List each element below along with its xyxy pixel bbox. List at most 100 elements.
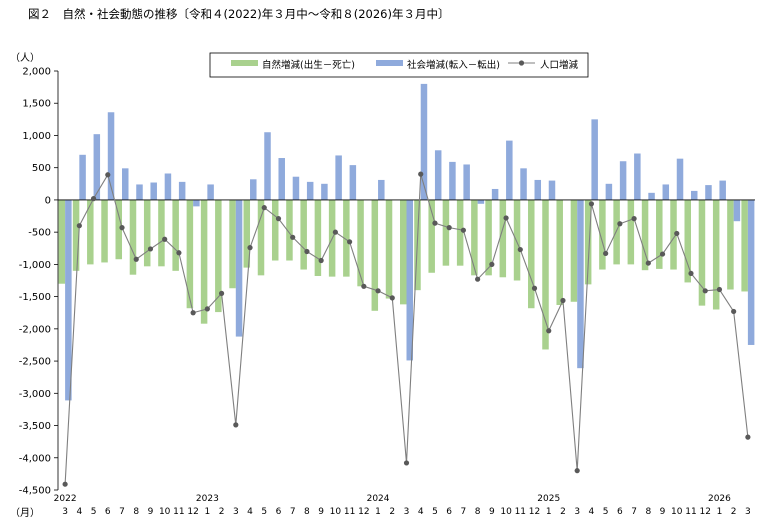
bar-natural xyxy=(300,199,307,270)
bar-social xyxy=(93,134,101,200)
bar-social xyxy=(378,179,385,200)
x-month-label: 2 xyxy=(560,507,566,517)
bar-social xyxy=(662,184,670,200)
bar-natural xyxy=(143,199,151,267)
bar-natural xyxy=(314,199,322,276)
x-month-label: 10 xyxy=(671,507,683,517)
y-tick-label: -2,500 xyxy=(19,357,51,368)
legend: 自然増減(出生－死亡) 社会増減(転入－転出) 人口増減 xyxy=(209,52,589,78)
y-tick-label: -4,000 xyxy=(19,453,51,464)
x-month-label: 11 xyxy=(344,507,355,517)
population-marker xyxy=(275,216,282,222)
population-marker xyxy=(603,250,609,257)
population-marker xyxy=(432,220,438,226)
bar-natural xyxy=(229,199,236,289)
population-marker xyxy=(389,295,395,301)
population-marker xyxy=(631,216,637,222)
x-month-label: 10 xyxy=(330,507,342,517)
y-tick-label: -4,500 xyxy=(19,486,51,497)
x-month-label: 3 xyxy=(62,507,68,517)
x-month-label: 1 xyxy=(204,507,210,517)
bar-natural xyxy=(513,199,521,281)
x-month-label: 11 xyxy=(173,507,184,517)
y-tick-label: 2,000 xyxy=(22,67,51,78)
population-marker xyxy=(162,236,168,242)
bar-social xyxy=(619,161,627,200)
x-month-label: 4 xyxy=(76,507,82,517)
y-tick-label: -1,500 xyxy=(19,292,51,303)
x-month-label: 2 xyxy=(389,507,395,517)
x-month-label: 1 xyxy=(546,507,552,517)
bar-social xyxy=(719,180,726,200)
population-marker xyxy=(361,283,367,289)
x-month-label: 5 xyxy=(91,507,97,517)
bar-social xyxy=(164,173,172,200)
x-year-label: 2022 xyxy=(54,494,77,504)
x-month-label: 8 xyxy=(645,507,651,517)
bar-natural xyxy=(712,199,720,310)
x-month-label: 8 xyxy=(475,507,481,517)
legend-social-swatch xyxy=(376,60,403,66)
population-marker xyxy=(731,308,737,315)
x-month-label: 9 xyxy=(148,507,154,517)
population-marker xyxy=(218,290,225,296)
x-month-label: 7 xyxy=(631,507,637,517)
bar-social xyxy=(634,153,641,200)
population-marker xyxy=(62,481,68,487)
bar-natural xyxy=(115,199,123,260)
bar-natural xyxy=(599,199,606,270)
x-month-label: 3 xyxy=(574,507,580,517)
x-month-label: 11 xyxy=(685,507,696,517)
bar-social xyxy=(434,150,442,200)
bar-natural xyxy=(200,199,208,324)
population-marker xyxy=(76,223,82,229)
population-marker xyxy=(574,468,580,474)
bar-natural xyxy=(87,199,94,265)
population-marker xyxy=(375,288,381,294)
x-axis-unit-label: （月） xyxy=(10,508,40,519)
bar-natural xyxy=(357,199,364,287)
population-marker xyxy=(503,215,509,221)
population-marker xyxy=(446,225,452,231)
y-axis-unit-label: （人） xyxy=(10,53,40,64)
bar-natural xyxy=(271,199,279,261)
bar-natural xyxy=(471,199,478,276)
bar-social xyxy=(420,83,428,200)
bar-social xyxy=(577,199,584,369)
population-marker xyxy=(588,201,595,207)
bar-natural xyxy=(727,199,734,290)
x-month-label: 4 xyxy=(589,507,595,517)
bar-natural xyxy=(485,199,492,276)
bar-social xyxy=(321,183,328,200)
bar-social xyxy=(335,155,342,200)
bar-social xyxy=(207,184,214,200)
x-month-label: 5 xyxy=(432,507,438,517)
population-marker xyxy=(560,297,566,304)
legend-population-label: 人口増減 xyxy=(540,59,579,71)
x-month-label: 9 xyxy=(489,507,495,517)
legend-natural-label: 自然増減(出生－死亡) xyxy=(262,59,355,71)
population-marker xyxy=(617,221,623,227)
population-marker xyxy=(645,260,651,266)
x-month-label: 6 xyxy=(617,507,623,517)
population-marker xyxy=(133,256,139,262)
population-marker xyxy=(659,251,666,257)
x-month-label: 3 xyxy=(745,507,751,517)
x-month-label: 12 xyxy=(187,507,198,517)
bar-social xyxy=(676,158,684,200)
x-month-label: 5 xyxy=(261,507,267,517)
bar-social xyxy=(605,183,613,200)
bar-social xyxy=(406,199,413,361)
population-marker xyxy=(105,172,111,178)
y-tick-label: 500 xyxy=(32,163,51,174)
legend-box xyxy=(209,52,589,78)
population-marker xyxy=(489,261,495,267)
population-marker xyxy=(318,257,324,264)
population-marker xyxy=(332,229,338,235)
x-month-label: 3 xyxy=(404,507,410,517)
population-marker xyxy=(176,250,182,256)
bar-social xyxy=(477,199,485,204)
x-month-label: 5 xyxy=(603,507,609,517)
x-month-label: 8 xyxy=(133,507,139,517)
bar-social xyxy=(548,180,556,200)
